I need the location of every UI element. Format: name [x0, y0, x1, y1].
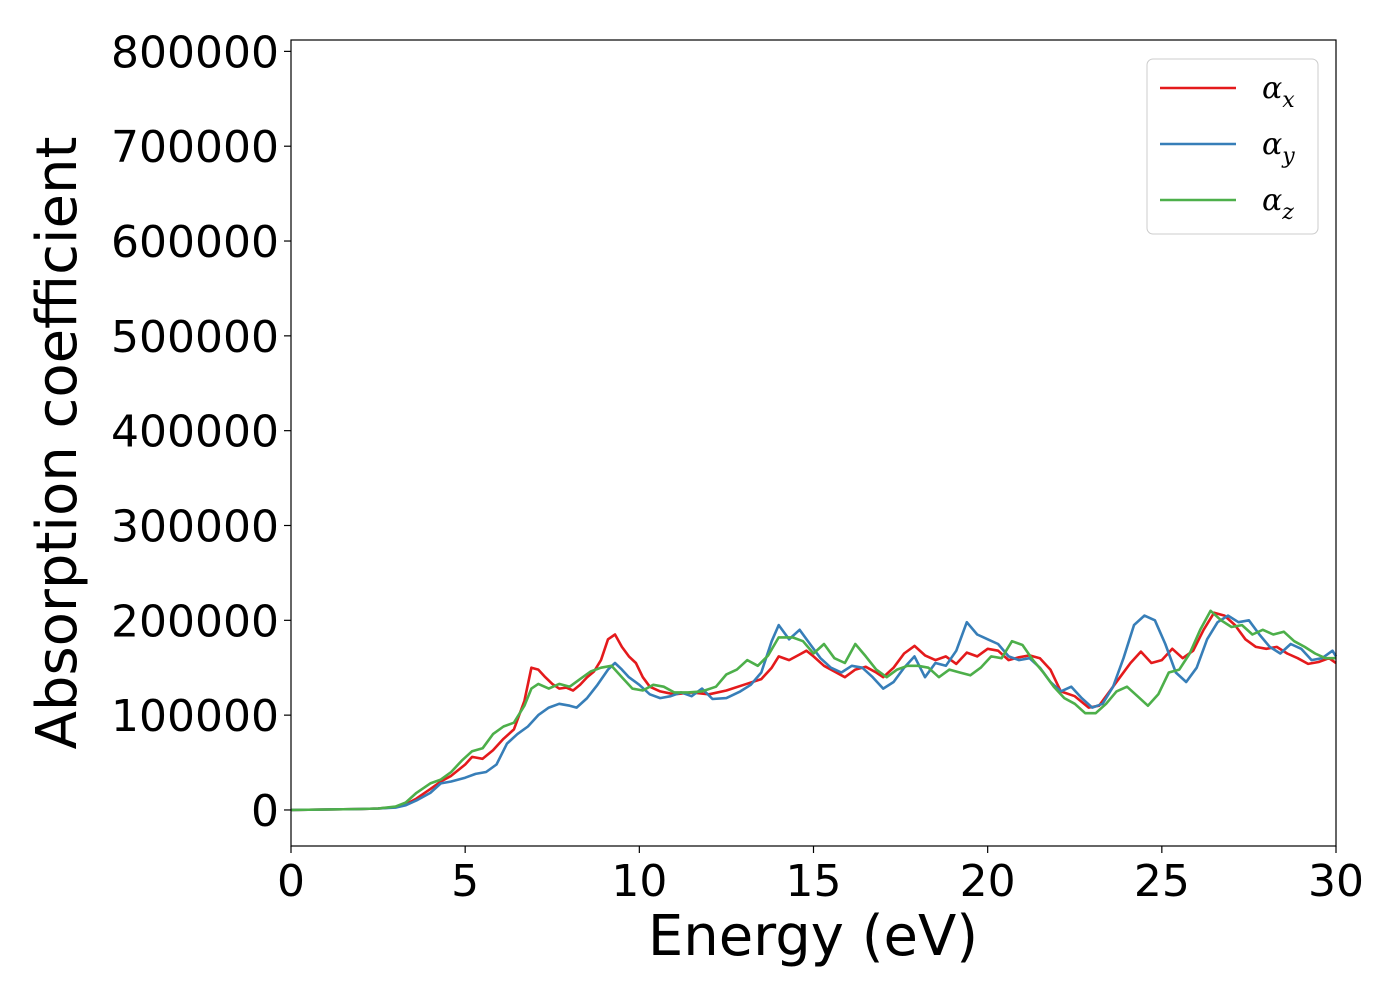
legend-label-y: αy [1262, 127, 1295, 169]
series-line-y [290, 614, 1338, 812]
y-tick-label: 200000 [111, 596, 279, 647]
legend-box [1146, 58, 1319, 235]
y-tick-label: 500000 [111, 312, 279, 363]
series-line-z [290, 609, 1336, 812]
legend-label-x: αx [1262, 71, 1295, 113]
x-tick-label: 15 [786, 856, 842, 907]
x-tick-label: 25 [1134, 856, 1190, 907]
y-tick-label: 600000 [111, 217, 279, 268]
x-tick-label: 10 [611, 856, 667, 907]
y-axis-title: Absorption coefficient [25, 137, 90, 750]
x-tick-label: 20 [960, 856, 1016, 907]
legend: αx αy αz [1146, 58, 1319, 235]
y-axis: 0 100000 200000 300000 400000 500000 600000 700… [111, 27, 291, 837]
x-tick-label: 0 [277, 856, 305, 907]
y-tick-label: 700000 [111, 122, 279, 173]
y-tick-label: 0 [251, 786, 279, 837]
x-tick-label: 5 [451, 856, 479, 907]
y-tick-label: 100000 [111, 691, 279, 742]
legend-items: αx αy αz [1160, 71, 1295, 225]
x-tick-label: 30 [1308, 856, 1364, 907]
legend-label-z: αz [1262, 183, 1294, 225]
x-axis-title: Energy (eV) [648, 904, 978, 969]
series-line-x [290, 611, 1337, 812]
y-tick-label: 300000 [111, 501, 279, 552]
x-axis: 0 5 10 15 20 25 30 [277, 846, 1364, 907]
y-tick-label: 400000 [111, 407, 279, 458]
y-tick-label: 800000 [111, 27, 279, 78]
series-layer [290, 609, 1338, 812]
